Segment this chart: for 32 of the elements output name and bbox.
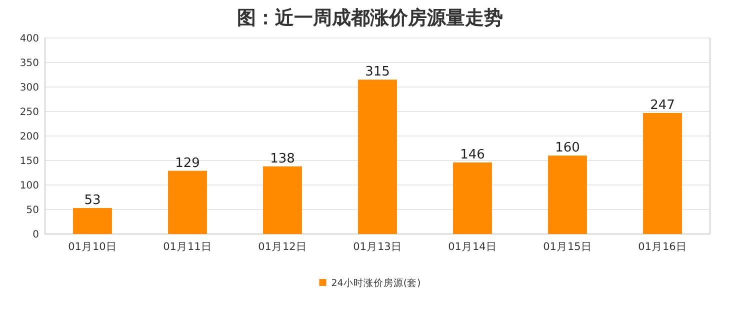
bar: [548, 156, 587, 234]
y-tick-label: 400: [20, 34, 39, 44]
data-label: 146: [460, 147, 485, 162]
x-tick-label: 01月12日: [258, 241, 307, 253]
legend-label: 24小时涨价房源(套): [331, 277, 421, 289]
data-label: 315: [365, 64, 390, 80]
bar: [358, 80, 397, 234]
bar: [453, 162, 492, 234]
data-label: 129: [175, 156, 200, 171]
y-tick-label: 100: [20, 180, 39, 192]
y-tick-label: 50: [26, 205, 39, 216]
chart-title: 图：近一周成都涨价房源量走势: [237, 7, 503, 29]
y-tick-label: 0: [32, 230, 39, 240]
bar: [73, 208, 112, 234]
y-tick-label: 200: [20, 132, 39, 142]
x-tick-label: 01月16日: [638, 241, 687, 253]
x-tick-label: 01月15日: [543, 241, 592, 253]
y-tick-label: 300: [20, 82, 39, 94]
bar: [263, 166, 302, 234]
data-label: 160: [555, 140, 580, 156]
data-label: 247: [650, 98, 675, 113]
x-tick-label: 01月14日: [448, 241, 497, 253]
x-tick-label: 01月11日: [163, 241, 212, 253]
y-tick-label: 350: [20, 58, 39, 69]
bar: [168, 170, 207, 234]
data-label: 53: [84, 193, 101, 208]
x-tick-label: 01月10日: [68, 241, 117, 253]
data-label: 138: [270, 151, 295, 166]
bar: [643, 112, 682, 234]
y-tick-label: 150: [20, 156, 39, 167]
x-tick-label: 01月13日: [353, 241, 402, 253]
y-tick-label: 250: [20, 107, 39, 118]
